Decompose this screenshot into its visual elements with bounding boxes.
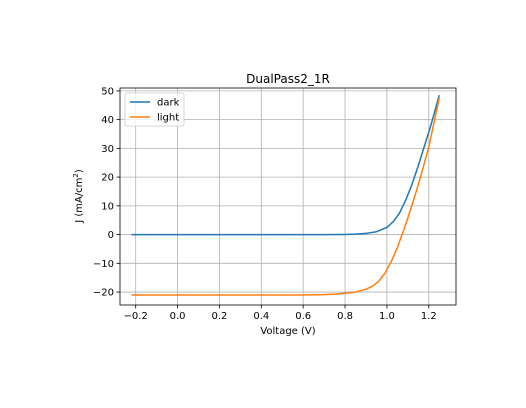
y-tick-label: −10 xyxy=(93,259,114,270)
y-axis-ticks: −20 −10 0 10 20 30 40 50 xyxy=(93,86,120,299)
x-tick-label: 0.6 xyxy=(295,311,311,322)
legend-label-light: light xyxy=(157,113,179,124)
x-tick-label: 1.0 xyxy=(379,311,395,322)
x-tick-label: −0.2 xyxy=(124,311,148,322)
x-tick-label: 1.2 xyxy=(421,311,437,322)
x-tick-label: 0.0 xyxy=(170,311,186,322)
y-tick-label: 50 xyxy=(101,86,114,97)
x-axis-label: Voltage (V) xyxy=(260,326,315,337)
y-axis-label-superscript: 2 xyxy=(72,173,80,177)
y-axis-label: J (mA/cm2) xyxy=(72,169,85,224)
x-tick-label: 0.2 xyxy=(211,311,227,322)
x-tick-label: 0.8 xyxy=(337,311,353,322)
chart-title: DualPass2_1R xyxy=(246,72,330,86)
y-tick-label: 40 xyxy=(101,115,114,126)
plot-frame xyxy=(119,87,457,306)
series-line-light xyxy=(131,97,440,296)
x-axis-ticks: −0.2 0.0 0.2 0.4 0.6 0.8 1.0 1.2 xyxy=(124,305,437,322)
x-tick-label: 0.4 xyxy=(253,311,269,322)
y-axis-label-main: J (mA/cm xyxy=(74,178,85,224)
legend-label-dark: dark xyxy=(157,98,180,109)
series-layer xyxy=(131,94,440,296)
y-tick-label: 0 xyxy=(108,230,114,241)
y-tick-label: −20 xyxy=(93,288,114,299)
y-tick-label: 20 xyxy=(101,173,114,184)
y-tick-label: 30 xyxy=(101,144,114,155)
series-line-dark xyxy=(131,94,440,236)
legend: dark light xyxy=(124,92,185,127)
y-axis-label-close: ) xyxy=(74,169,85,173)
y-tick-label: 10 xyxy=(101,201,114,212)
